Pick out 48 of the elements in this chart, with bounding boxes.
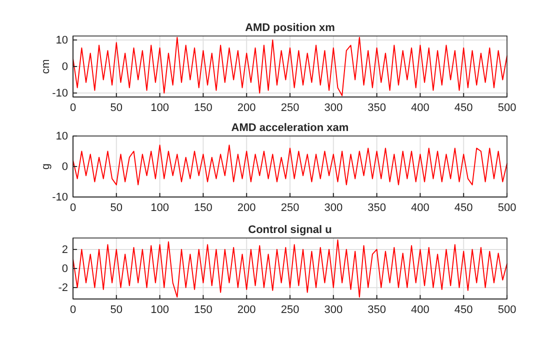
x-tick-label: 500 xyxy=(498,102,516,114)
x-tick-label: 150 xyxy=(194,102,212,114)
x-tick-label: 100 xyxy=(150,202,169,214)
x-tick-label: 450 xyxy=(454,202,473,214)
x-tick-label: 450 xyxy=(454,304,473,316)
x-tick-label: 500 xyxy=(498,304,516,316)
line-series xyxy=(72,144,508,186)
x-tick-label: 100 xyxy=(150,304,169,316)
x-tick-label: 250 xyxy=(280,202,300,214)
x-tick-label: 0 xyxy=(70,202,76,214)
x-tick-label: 400 xyxy=(411,102,430,114)
chart-title: AMD acceleration xam xyxy=(231,122,349,134)
x-tick-label: 350 xyxy=(368,202,386,214)
x-tick-label: 150 xyxy=(194,202,212,214)
x-tick-label: 350 xyxy=(368,304,386,316)
x-tick-label: 50 xyxy=(110,202,123,214)
y-axis-title: cm xyxy=(40,59,52,74)
x-tick-label: 500 xyxy=(498,202,516,214)
y-axis-title: g xyxy=(40,163,52,170)
x-tick-label: 200 xyxy=(237,202,256,214)
x-tick-label: 0 xyxy=(70,304,76,316)
y-tick-label: 0 xyxy=(62,263,68,276)
chart-title: Control signal u xyxy=(248,224,332,236)
x-tick-label: 300 xyxy=(324,304,343,316)
x-tick-label: 300 xyxy=(324,202,343,214)
x-tick-label: 150 xyxy=(194,304,212,316)
y-tick-label: 10 xyxy=(56,34,68,46)
y-tick-label: -10 xyxy=(52,192,68,204)
x-tick-label: 450 xyxy=(454,102,473,114)
y-tick-label: 0 xyxy=(62,61,68,74)
x-tick-label: 250 xyxy=(280,102,300,114)
y-tick-label: 10 xyxy=(56,130,68,143)
x-tick-label: 400 xyxy=(411,202,430,214)
x-tick-label: 50 xyxy=(110,102,123,114)
x-tick-label: 100 xyxy=(150,102,169,114)
y-tick-label: -10 xyxy=(52,88,68,100)
x-tick-label: 300 xyxy=(324,102,343,114)
y-tick-label: 0 xyxy=(62,161,68,174)
x-tick-label: 50 xyxy=(110,304,123,316)
x-tick-label: 200 xyxy=(237,304,256,316)
x-tick-label: 350 xyxy=(368,102,386,114)
chart-title: AMD position xm xyxy=(245,22,336,34)
x-tick-label: 400 xyxy=(411,304,430,316)
x-tick-label: 0 xyxy=(70,102,76,114)
y-tick-label: -2 xyxy=(58,282,68,294)
y-tick-label: 2 xyxy=(62,244,68,256)
x-tick-label: 200 xyxy=(237,102,256,114)
x-tick-label: 250 xyxy=(280,304,300,316)
